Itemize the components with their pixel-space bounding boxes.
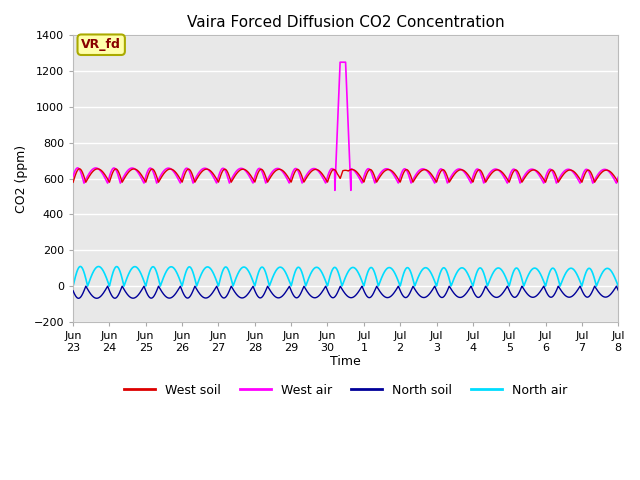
Legend: West soil, West air, North soil, North air: West soil, West air, North soil, North a… [119,379,572,402]
Line: West soil: West soil [73,169,618,182]
West soil [69,180,77,185]
North soil [545,293,553,299]
Text: VR_fd: VR_fd [81,38,121,51]
Title: Vaira Forced Diffusion CO2 Concentration: Vaira Forced Diffusion CO2 Concentration [187,15,504,30]
West air [604,168,612,174]
West soil [604,168,612,173]
West soil [164,167,172,173]
North air [69,283,77,289]
West air [164,166,172,171]
Line: North air: North air [73,266,618,286]
North air [278,265,286,271]
X-axis label: Time: Time [330,355,361,368]
North air [302,283,310,288]
Line: West air: West air [73,62,618,191]
North air [164,266,172,272]
West soil [76,166,83,172]
North air [77,264,84,269]
West air [302,173,310,179]
West soil [545,170,553,176]
West air [336,60,344,65]
West soil [302,176,310,181]
Line: North soil: North soil [73,286,618,298]
Y-axis label: CO2 (ppm): CO2 (ppm) [15,144,28,213]
West air [331,188,339,193]
West air [614,174,622,180]
North soil [164,295,172,300]
North air [614,283,622,289]
West air [131,167,139,172]
West air [545,167,553,172]
North air [604,265,612,271]
North soil [75,295,83,301]
North soil [612,283,620,289]
North soil [604,294,612,300]
West soil [278,168,286,173]
North soil [69,288,77,294]
North soil [302,287,310,292]
West air [278,168,286,174]
North air [132,264,140,270]
North soil [132,295,140,300]
West soil [132,167,140,172]
North soil [278,293,286,299]
North air [545,271,553,277]
West soil [614,180,622,185]
North soil [614,288,622,293]
West air [69,174,77,180]
